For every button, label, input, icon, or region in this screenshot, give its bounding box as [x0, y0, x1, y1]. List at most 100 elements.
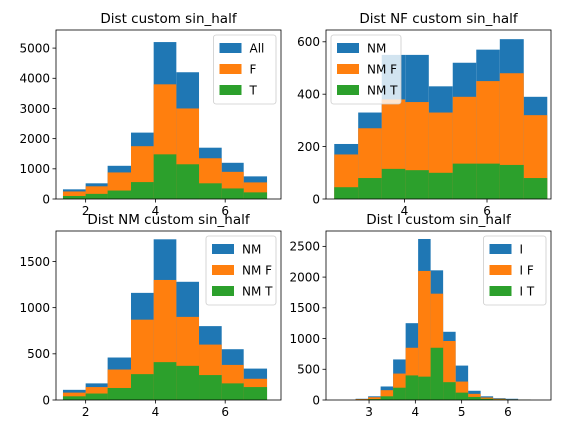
bar [380, 390, 394, 400]
bar [476, 163, 500, 199]
bar [418, 376, 431, 400]
y-tick-label: 1000 [289, 332, 320, 346]
bar [355, 399, 369, 400]
bar [199, 375, 222, 400]
legend-swatch [489, 244, 512, 254]
y-tick-label: 5000 [19, 41, 50, 55]
y-tick-label: 0 [42, 192, 50, 206]
bar [243, 387, 268, 400]
bar [468, 396, 481, 400]
x-tick-label: 6 [504, 405, 512, 419]
bar [62, 191, 86, 199]
chart-title: Dist custom sin_half [100, 11, 237, 27]
legend-swatch [219, 85, 242, 95]
subplot-1: 2 4 6 0 1000 2000 3000 4000 5000 All FT Dist custom… [19, 11, 282, 218]
legend-swatch [212, 286, 234, 296]
bar [430, 347, 444, 400]
legend-swatch [337, 64, 359, 74]
bar [452, 163, 477, 199]
series-3 [62, 362, 268, 400]
chart-title: Dist NM custom sin_half [87, 212, 250, 228]
bar [368, 399, 381, 400]
bar [176, 365, 200, 400]
x-tick-label: 6 [483, 204, 491, 218]
legend-label: NM F [242, 264, 272, 278]
x-tick-label: 6 [221, 405, 229, 419]
legend-label: NM T [242, 285, 273, 299]
bar [381, 168, 406, 199]
x-tick-label: 4 [152, 405, 160, 419]
subplot-4: 3 4 5 6 0 500 1000 1500 2000 2500 I I F I T Dist I cu… [289, 212, 552, 419]
x-tick-label: 4 [152, 204, 160, 218]
bar [131, 374, 154, 400]
legend-label: I T [520, 285, 535, 299]
bar [523, 178, 548, 199]
legend-label: NM T [367, 84, 398, 98]
y-tick-label: 0 [42, 393, 50, 407]
legend-swatch [337, 43, 359, 53]
legend-label: NM [367, 42, 386, 56]
bar [468, 393, 481, 400]
legend-swatch [219, 43, 242, 53]
series-3 [355, 347, 531, 400]
legend: All FT [213, 34, 277, 105]
bar [334, 187, 359, 199]
bar [418, 270, 431, 400]
bar [243, 192, 268, 199]
y-tick-label: 1500 [289, 301, 320, 315]
bar [153, 362, 177, 400]
bar [85, 393, 108, 400]
bar [443, 382, 456, 400]
y-tick-label: 500 [297, 363, 320, 377]
x-tick-label: 4 [401, 204, 409, 218]
bar [85, 193, 108, 199]
y-tick-label: 0 [312, 192, 320, 206]
chart-title: Dist NF custom sin_half [359, 11, 519, 27]
bar [62, 396, 86, 400]
x-tick-label: 6 [221, 204, 229, 218]
bar [505, 398, 519, 400]
y-tick-label: 1000 [19, 301, 50, 315]
bar [153, 154, 177, 199]
y-tick-label: 3000 [19, 102, 50, 116]
legend: NM NM F NM T [330, 34, 402, 105]
legend-label: I F [520, 264, 534, 278]
bar [499, 164, 524, 199]
legend-swatch [219, 64, 242, 74]
legend-label: NM F [367, 63, 397, 77]
bar [455, 392, 469, 400]
legend-swatch [489, 265, 512, 275]
bar [221, 383, 244, 400]
legend-swatch [212, 265, 234, 275]
x-tick-label: 4 [412, 405, 420, 419]
bar [393, 387, 406, 400]
x-tick-label: 5 [458, 405, 466, 419]
chart-title: Dist I custom sin_half [366, 212, 512, 228]
y-tick-label: 2500 [289, 240, 320, 254]
series-3 [334, 163, 548, 199]
bar [107, 190, 131, 199]
y-tick-label: 400 [297, 87, 320, 101]
legend-label: All [250, 42, 265, 56]
bar [405, 375, 419, 400]
bar [62, 195, 86, 199]
bar [358, 178, 382, 199]
legend: I I F I T [483, 235, 547, 306]
subplot-3: 2 4 6 0 500 1000 1500 NM NM F NM T Dist NM custom … [19, 212, 282, 419]
bar [199, 183, 222, 199]
y-tick-label: 200 [297, 140, 320, 154]
axes-frame [55, 29, 282, 200]
legend-label: I [520, 243, 524, 257]
y-tick-label: 0 [312, 393, 320, 407]
y-tick-label: 500 [27, 347, 50, 361]
bar [405, 170, 429, 199]
axes-frame [55, 230, 282, 401]
bar [480, 398, 494, 400]
legend-label: F [250, 63, 257, 77]
subplot-2: 4 6 0 200 400 600 NM NM F NM T Dist NF custom sin… [297, 11, 552, 218]
bar [176, 164, 200, 199]
bar [368, 397, 381, 400]
series-3 [62, 154, 268, 199]
legend: NM NM F NM T [205, 235, 277, 306]
